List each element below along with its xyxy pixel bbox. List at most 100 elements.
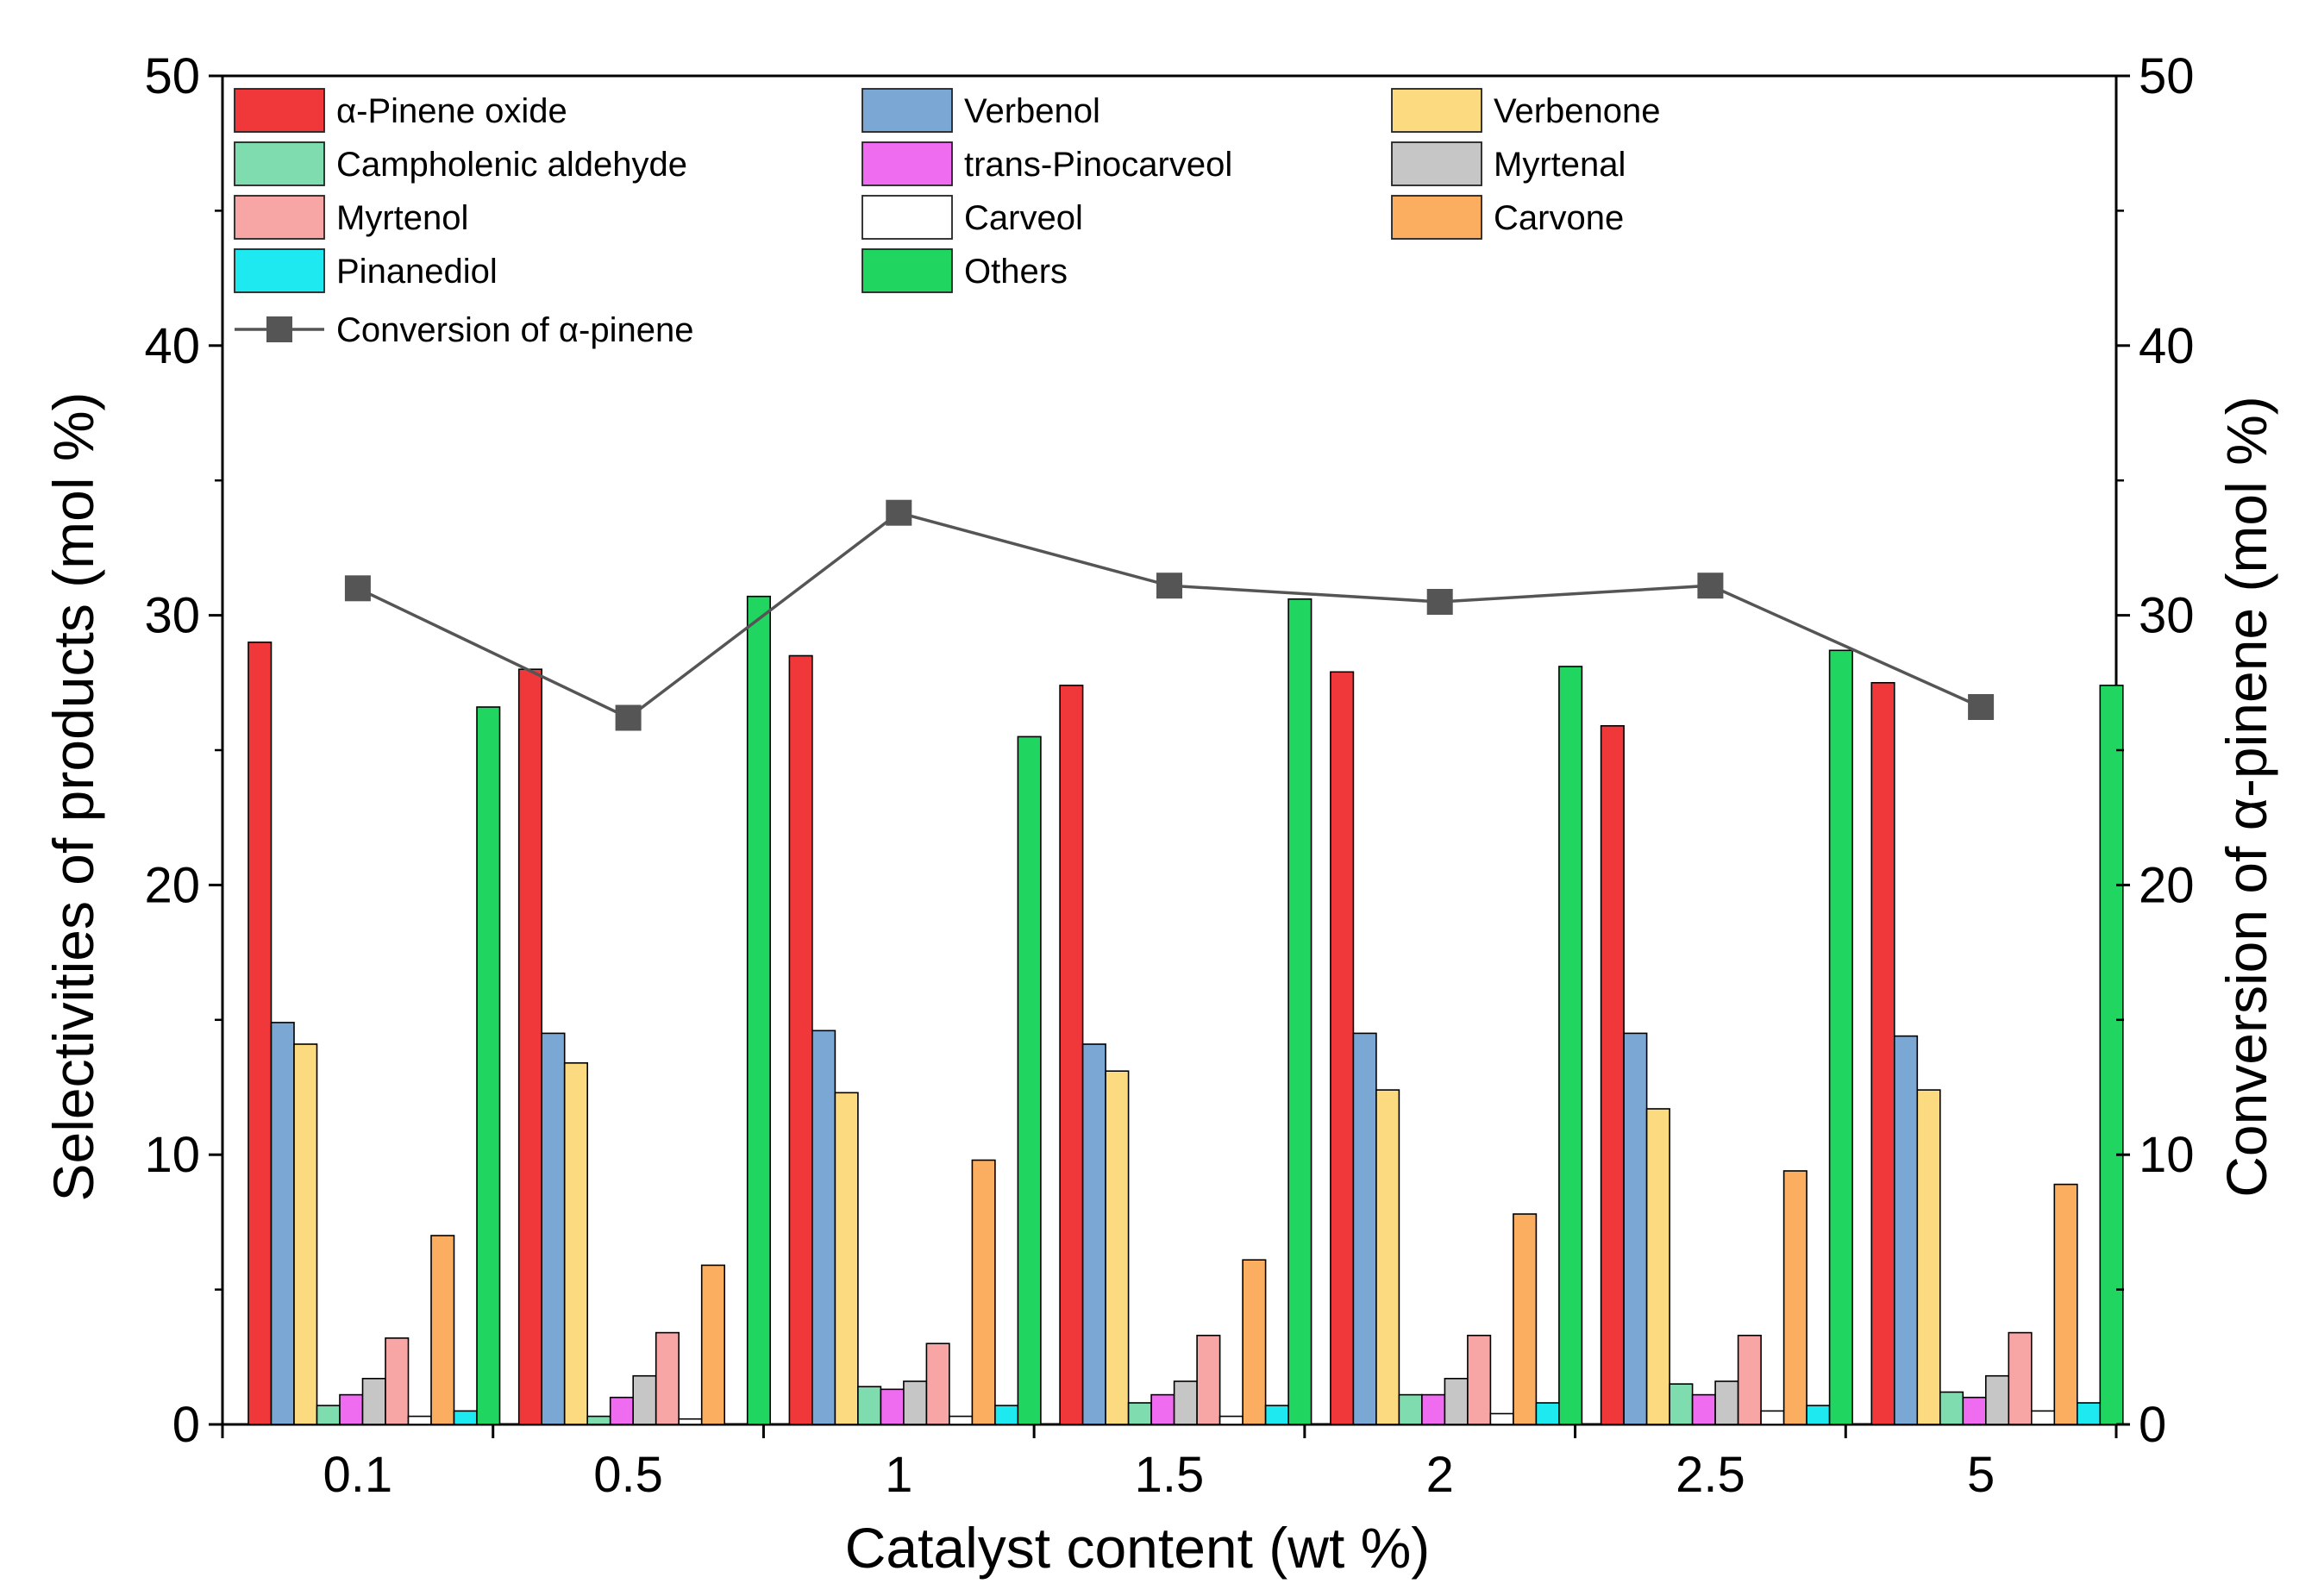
y2-tick-label-40: 40 (2139, 318, 2195, 374)
bar-others-0.5 (746, 595, 772, 1425)
legend-label-carvone: Carvone (1494, 199, 1624, 237)
bar-carveol-0.1 (407, 1415, 432, 1425)
conversion-marker-2.5 (1697, 573, 1724, 599)
bar-others-5 (2099, 685, 2124, 1425)
bar-trans-pinocarveol-5 (1962, 1396, 1987, 1425)
bar-verbenol-5 (1894, 1035, 1919, 1425)
legend-label-campholenic-aldehyde: Campholenic aldehyde (336, 146, 687, 184)
bar--pinene-oxide-2.5 (1600, 724, 1625, 1425)
conversion-marker-1 (886, 499, 912, 526)
y-axis-title: Selectivities of products (mol %) (41, 392, 105, 1202)
bar--pinene-oxide-1 (788, 654, 813, 1425)
bar--pinene-oxide-0.5 (517, 668, 543, 1425)
bar-verbenol-0.1 (270, 1022, 295, 1425)
conversion-line (357, 510, 1982, 720)
bar-verbenone-1 (834, 1092, 859, 1425)
bar-campholenic-aldehyde-5 (1939, 1391, 1964, 1425)
y-tick-label-20: 20 (144, 857, 200, 913)
bar-verbenol-1.5 (1081, 1043, 1106, 1425)
conversion-marker-1.5 (1156, 573, 1182, 599)
legend-label-myrtenal: Myrtenal (1494, 146, 1626, 184)
bar-myrtenal-1 (903, 1380, 928, 1425)
bar--pinene-oxide-2 (1330, 671, 1355, 1425)
bar-myrtenal-0.1 (361, 1378, 386, 1425)
bar-campholenic-aldehyde-2.5 (1669, 1383, 1694, 1425)
legend-swatch-carvone (1391, 195, 1482, 240)
bar-campholenic-aldehyde-0.1 (316, 1405, 341, 1425)
bar-carveol-2.5 (1760, 1410, 1785, 1425)
legend-swatch-campholenic-aldehyde (234, 141, 325, 186)
bar-myrtenal-1.5 (1173, 1380, 1198, 1425)
bar-campholenic-aldehyde-0.5 (586, 1415, 611, 1425)
legend-swatch-myrtenol (234, 195, 325, 240)
bar-pinanediol-1 (994, 1405, 1019, 1425)
bar-trans-pinocarveol-0.5 (609, 1396, 635, 1425)
legend-label-pinanediol: Pinanediol (336, 253, 498, 291)
y2-tick-label-0: 0 (2139, 1397, 2166, 1453)
conversion-marker-5 (1968, 694, 1995, 720)
legend-swatch-verbenone (1391, 88, 1482, 133)
legend-swatch--pinene-oxide (234, 88, 325, 133)
bar-pinanediol-0.1 (453, 1410, 478, 1425)
legend-swatch-pinanediol (234, 248, 325, 293)
x-tick-label-2: 2 (1426, 1447, 1454, 1503)
bar-verbenol-1 (811, 1030, 836, 1425)
bar-trans-pinocarveol-1.5 (1150, 1393, 1175, 1425)
y-tick-label-40: 40 (144, 318, 200, 374)
bar-verbenone-2.5 (1645, 1108, 1670, 1425)
legend-swatch-carveol (861, 195, 953, 240)
bar-myrtenol-2.5 (1737, 1335, 1762, 1425)
bar-campholenic-aldehyde-1.5 (1127, 1402, 1152, 1425)
bar-carveol-5 (2031, 1410, 2056, 1425)
bar-others-1 (1017, 735, 1042, 1425)
conversion-marker-2 (1426, 589, 1453, 615)
bar-campholenic-aldehyde-1 (857, 1386, 882, 1425)
x-tick-label-5: 5 (1967, 1447, 1995, 1503)
legend-label-verbenol: Verbenol (964, 92, 1100, 130)
bar-trans-pinocarveol-2.5 (1691, 1393, 1716, 1425)
bar-carveol-0.5 (678, 1418, 703, 1425)
bar-pinanediol-1.5 (1264, 1405, 1289, 1425)
conversion-line-layer (344, 499, 1995, 731)
x-tick-label-0.5: 0.5 (593, 1447, 663, 1503)
bar-myrtenol-1.5 (1196, 1335, 1221, 1425)
bar--pinene-oxide-5 (1870, 681, 1895, 1425)
bar-myrtenal-0.5 (632, 1374, 657, 1425)
y2-tick-label-30: 30 (2139, 588, 2195, 644)
bar-verbenone-0.1 (293, 1043, 318, 1425)
bar-myrtenol-0.1 (385, 1337, 410, 1425)
bar-trans-pinocarveol-2 (1421, 1393, 1446, 1425)
legend-swatch-verbenol (861, 88, 953, 133)
bar-carvone-0.1 (430, 1235, 455, 1425)
bar-myrtenal-2.5 (1714, 1380, 1739, 1425)
bar-carvone-5 (2053, 1183, 2078, 1425)
legend: α-Pinene oxide Verbenol Verbenone Campholen… (234, 88, 1661, 349)
bar-pinanediol-2.5 (1806, 1405, 1831, 1425)
bar-myrtenol-0.5 (655, 1331, 680, 1425)
legend-label-myrtenol: Myrtenol (336, 199, 468, 237)
bar-others-2.5 (1828, 649, 1853, 1425)
bar-others-0.1 (476, 706, 501, 1425)
bar-verbenone-2 (1375, 1089, 1400, 1425)
bar--pinene-oxide-1.5 (1059, 685, 1084, 1425)
legend-label-verbenone: Verbenone (1494, 92, 1661, 130)
legend-label--pinene-oxide: α-Pinene oxide (336, 92, 567, 130)
legend-swatch-others (861, 248, 953, 293)
bar-campholenic-aldehyde-2 (1398, 1393, 1423, 1425)
bar--pinene-oxide-0.1 (247, 642, 273, 1425)
bar-myrtenol-1 (925, 1343, 950, 1425)
x-tick-label-1.5: 1.5 (1135, 1447, 1205, 1503)
bar-carvone-1 (971, 1159, 996, 1425)
bar-carveol-1.5 (1219, 1415, 1244, 1425)
bar-myrtenol-5 (2008, 1331, 2033, 1425)
bar-pinanediol-5 (2077, 1402, 2102, 1425)
bar-trans-pinocarveol-0.1 (339, 1393, 364, 1425)
bar-verbenone-1.5 (1105, 1070, 1130, 1425)
bars-layer (247, 595, 2124, 1425)
conversion-marker-0.5 (615, 704, 642, 731)
legend-label-carveol: Carveol (964, 199, 1083, 237)
bar-myrtenol-2 (1467, 1335, 1492, 1425)
y-tick-label-10: 10 (144, 1127, 200, 1183)
y-tick-label-0: 0 (172, 1397, 200, 1453)
